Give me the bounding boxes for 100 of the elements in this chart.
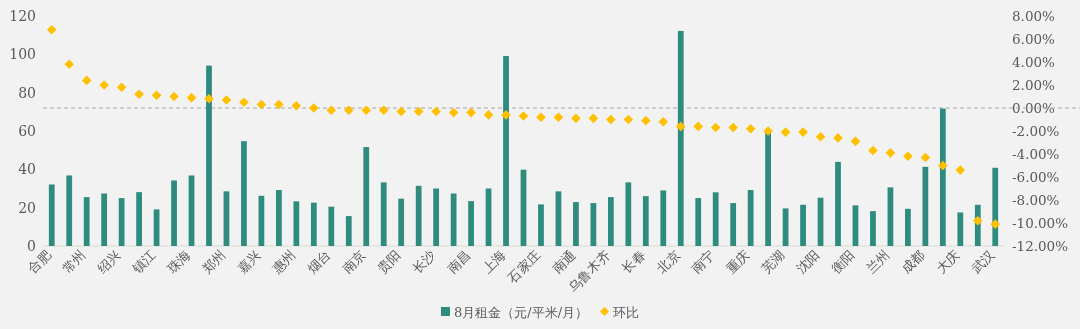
x-tick-label: 贵阳 — [374, 247, 404, 277]
bar — [765, 131, 771, 246]
bar — [101, 193, 108, 246]
bar — [730, 203, 737, 246]
point — [326, 105, 337, 116]
x-tick-label: 衡阳 — [828, 247, 858, 277]
bar — [415, 185, 422, 246]
y2-tick-label: -2.00% — [1012, 123, 1060, 139]
x-tick-label: 常州 — [59, 247, 89, 277]
bar — [905, 208, 911, 246]
y2-tick-label: -4.00% — [1012, 146, 1060, 162]
y2-tick-label: 0.00% — [1012, 100, 1056, 116]
x-tick-label: 成都 — [898, 247, 928, 277]
point — [431, 106, 441, 117]
x-tick-label: 北京 — [653, 247, 683, 277]
y2-tick-label: -10.00% — [1012, 215, 1069, 231]
bar — [345, 216, 352, 246]
bar — [660, 190, 667, 246]
y-tick-label: 40 — [18, 161, 36, 178]
bar — [677, 30, 684, 246]
point — [536, 112, 546, 122]
point — [396, 106, 406, 117]
bar — [363, 147, 370, 246]
point — [483, 110, 494, 120]
y-tick-label: 80 — [18, 84, 36, 101]
point — [134, 89, 144, 99]
point — [343, 105, 354, 116]
x-tick-label: 芜湖 — [758, 247, 788, 277]
bar — [468, 201, 474, 246]
point — [588, 113, 599, 124]
x-tick-label: 南昌 — [444, 247, 474, 277]
bar — [328, 206, 335, 246]
y2-tick-label: 6.00% — [1012, 31, 1056, 47]
point — [710, 122, 721, 133]
y2-tick-label: 8.00% — [1012, 8, 1056, 24]
bar — [642, 196, 649, 246]
bar — [607, 197, 614, 246]
x-tick-label: 绍兴 — [94, 247, 124, 277]
x-tick-label: 烟台 — [304, 247, 334, 277]
legend-label: 环比 — [613, 305, 640, 320]
y2-tick-label: -8.00% — [1012, 192, 1060, 208]
bar — [83, 197, 90, 246]
point — [990, 219, 1001, 229]
point — [972, 215, 983, 226]
x-tick-label: 惠州 — [268, 247, 299, 278]
point — [868, 145, 878, 156]
point — [606, 114, 616, 125]
point — [938, 160, 948, 171]
y2-tick-label: 4.00% — [1012, 54, 1056, 70]
point — [518, 111, 529, 121]
point — [571, 113, 581, 124]
point — [553, 112, 564, 122]
point — [675, 121, 686, 132]
bar — [206, 65, 212, 246]
bar — [747, 190, 754, 246]
point — [658, 117, 669, 127]
point — [780, 127, 791, 137]
bar — [118, 198, 125, 246]
x-tick-label: 嘉兴 — [234, 247, 264, 277]
bar — [310, 202, 317, 246]
x-tick-label: 长春 — [618, 247, 648, 277]
y-tick-label: 20 — [18, 199, 36, 216]
point — [728, 122, 738, 133]
x-tick-label: 南通 — [549, 247, 579, 277]
legend-label: 8月租金（元/平米/月） — [453, 305, 589, 320]
x-tick-label: 重庆 — [723, 247, 753, 277]
bar — [276, 190, 282, 246]
point — [169, 91, 179, 102]
y2-tick-label: 2.00% — [1012, 77, 1056, 93]
point — [116, 82, 127, 93]
bar — [48, 184, 55, 246]
y-tick-label: 120 — [9, 8, 36, 24]
x-tick-label: 武汉 — [968, 247, 998, 277]
bar — [241, 141, 247, 246]
point — [745, 123, 756, 134]
point — [361, 105, 372, 116]
x-tick-label: 镇江 — [129, 247, 159, 278]
bar — [712, 192, 719, 246]
bar — [870, 211, 876, 246]
bar — [992, 167, 999, 246]
point — [903, 151, 913, 162]
x-tick-label: 南宁 — [688, 247, 718, 277]
bar — [625, 182, 632, 246]
bar — [695, 198, 702, 246]
point — [274, 99, 284, 110]
point — [378, 105, 389, 116]
bar — [538, 204, 544, 246]
x-tick-label: 珠海 — [164, 247, 194, 277]
bar — [293, 201, 300, 246]
point — [221, 95, 232, 105]
y-tick-label: 0 — [27, 238, 36, 254]
point — [151, 90, 162, 101]
bar — [573, 202, 579, 246]
point — [885, 148, 896, 158]
x-tick-label: 石家庄 — [504, 247, 544, 286]
bar — [939, 108, 946, 246]
bar — [957, 212, 964, 246]
bar — [922, 166, 929, 246]
bar — [398, 198, 405, 246]
x-tick-label: 大庆 — [933, 247, 963, 277]
